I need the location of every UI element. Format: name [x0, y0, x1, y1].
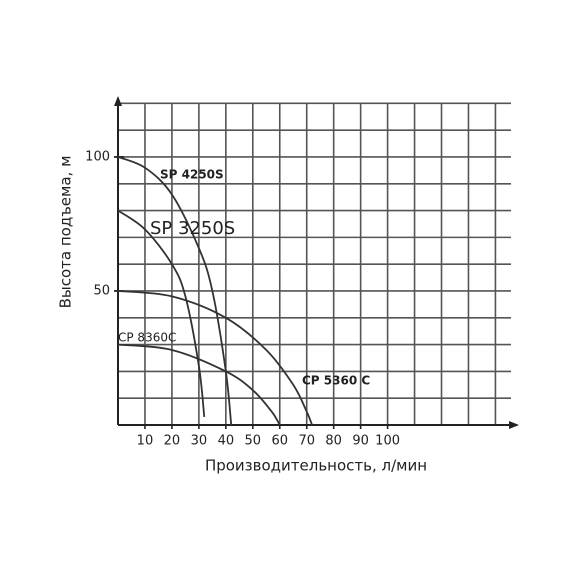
x-tick-label: 100 — [375, 434, 400, 449]
pump-curve — [117, 290, 313, 426]
series-label: SP 4250S — [160, 168, 224, 182]
y-tick-label: 100 — [85, 149, 110, 164]
x-tick-label: 70 — [298, 434, 315, 449]
x-tick-label: 10 — [137, 434, 154, 449]
pump-curve — [117, 343, 281, 426]
y-tick-label: 50 — [93, 283, 110, 298]
series-label: CP 5360 C — [302, 374, 370, 388]
x-tick-label: 50 — [245, 434, 262, 449]
x-tick-label: 20 — [164, 434, 181, 449]
series-label: CP 8360C — [118, 331, 176, 345]
y-axis-arrow — [114, 96, 122, 106]
x-axis-title: Производительность, л/мин — [205, 457, 427, 475]
series-label: SP 3250S — [150, 218, 235, 239]
y-axis-title: Высота подъема, м — [57, 156, 75, 309]
x-tick-label: 30 — [191, 434, 208, 449]
x-tick-label: 60 — [271, 434, 288, 449]
x-tick-label: 40 — [218, 434, 235, 449]
x-tick-label: 90 — [352, 434, 369, 449]
x-tick-label: 80 — [325, 434, 342, 449]
x-axis-arrow — [509, 421, 519, 429]
pump-curve — [117, 209, 206, 418]
